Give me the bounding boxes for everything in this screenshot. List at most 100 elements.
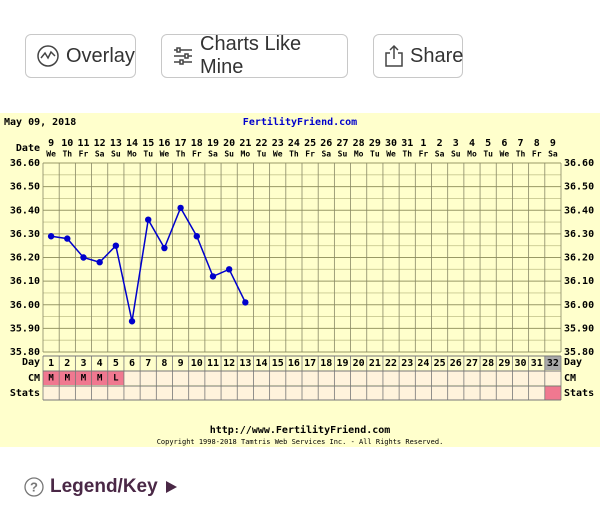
day-number: 29 [498, 358, 510, 369]
y-tick-label: 35.90 [10, 323, 40, 334]
date-label: 2 [437, 138, 443, 149]
temperature-point [128, 318, 136, 325]
day-number: 27 [466, 358, 478, 369]
y-tick-label-right: 36.50 [564, 182, 594, 193]
weekday-label: Mo [241, 150, 251, 159]
date-label: 10 [61, 138, 73, 149]
day-number: 32 [547, 358, 559, 369]
stats-label: Stats [10, 388, 40, 399]
weekday-label: Sa [321, 150, 331, 159]
date-label: 12 [94, 138, 106, 149]
share-button[interactable]: Share [373, 34, 463, 78]
day-number: 1 [48, 358, 54, 369]
date-label: 11 [77, 138, 89, 149]
help-icon: ? [24, 477, 44, 497]
sliders-icon [174, 47, 192, 65]
copyright: Copyright 1998-2018 Tamtris Web Services… [157, 438, 444, 446]
date-label: 7 [518, 138, 524, 149]
date-label: 17 [175, 138, 187, 149]
chart-url: http://www.FertilityFriend.com [210, 424, 391, 436]
weekday-label: Mo [467, 150, 477, 159]
date-label: 24 [288, 138, 300, 149]
legend-link[interactable]: ? Legend/Key [24, 476, 178, 498]
date-label: 14 [126, 138, 138, 149]
weekday-label: Tu [143, 150, 153, 159]
y-tick-label: 36.40 [10, 205, 40, 216]
cm-cell [75, 371, 92, 385]
temperature-point [242, 299, 249, 306]
weekday-label: Fr [192, 150, 202, 159]
share-icon [385, 44, 403, 67]
date-label: 26 [320, 138, 332, 149]
cm-value: M [48, 374, 54, 384]
date-label: 5 [485, 138, 491, 149]
date-label: 13 [110, 138, 122, 149]
weekday-label: Su [451, 150, 461, 159]
x-axis-label: Date [16, 143, 40, 154]
day-number: 18 [320, 358, 332, 369]
y-tick-label: 36.30 [10, 229, 40, 240]
weekday-label: Th [62, 150, 72, 159]
day-number: 11 [207, 358, 219, 369]
date-label: 29 [369, 138, 381, 149]
weekday-label: Mo [354, 150, 364, 159]
temperature-point [209, 273, 217, 280]
cm-value: L [113, 374, 119, 384]
date-label: 21 [239, 138, 251, 149]
weekday-label: Tu [370, 150, 380, 159]
day-number: 24 [417, 358, 429, 369]
overlay-icon [37, 45, 59, 67]
date-label: 23 [272, 138, 284, 149]
weekday-label: Fr [419, 150, 429, 159]
day-number: 15 [272, 358, 284, 369]
day-number: 5 [113, 358, 119, 369]
date-label: 16 [158, 138, 170, 149]
weekday-label: Mo [127, 150, 137, 159]
temperature-point [225, 266, 233, 273]
weekday-label: Fr [79, 150, 89, 159]
cm-value: M [81, 374, 87, 384]
date-label: 1 [420, 138, 426, 149]
weekday-label: We [273, 150, 283, 159]
chart-title: FertilityFriend.com [243, 116, 357, 128]
date-label: 30 [385, 138, 397, 149]
weekday-label: Su [224, 150, 234, 159]
cm-value: M [97, 374, 103, 384]
day-number: 16 [288, 358, 300, 369]
weekday-label: Su [111, 150, 121, 159]
y-tick-label-right: 35.80 [564, 347, 594, 358]
weekday-label: We [500, 150, 510, 159]
charts-like-mine-button[interactable]: Charts Like Mine [161, 33, 348, 78]
day-number: 2 [64, 358, 70, 369]
y-tick-label-right: 36.40 [564, 205, 594, 216]
weekday-label: Th [289, 150, 299, 159]
cm-label-right: CM [564, 373, 576, 384]
temperature-point [64, 235, 71, 242]
day-number: 12 [223, 358, 235, 369]
weekday-label: We [46, 150, 56, 159]
day-number: 3 [80, 358, 86, 369]
overlay-button[interactable]: Overlay [25, 34, 136, 78]
weekday-label: Th [516, 150, 526, 159]
cm-label: CM [28, 373, 40, 384]
y-tick-label-right: 35.90 [564, 323, 594, 334]
date-label: 27 [336, 138, 348, 149]
weekday-label: Tu [257, 150, 267, 159]
temperature-point [161, 244, 168, 252]
cm-cell [91, 371, 108, 385]
day-number: 31 [531, 358, 543, 369]
weekday-label: Fr [305, 150, 315, 159]
y-tick-label-right: 36.60 [564, 158, 594, 169]
weekday-label: Th [402, 150, 412, 159]
day-number: 14 [256, 358, 268, 369]
day-number: 23 [401, 358, 413, 369]
weekday-label: We [160, 150, 170, 159]
date-label: 25 [304, 138, 316, 149]
date-label: 4 [469, 138, 475, 149]
temperature-point [193, 233, 200, 240]
weekday-label: Sa [548, 150, 558, 159]
date-label: 31 [401, 138, 413, 149]
date-label: 20 [223, 138, 235, 149]
temperature-point [177, 204, 184, 212]
